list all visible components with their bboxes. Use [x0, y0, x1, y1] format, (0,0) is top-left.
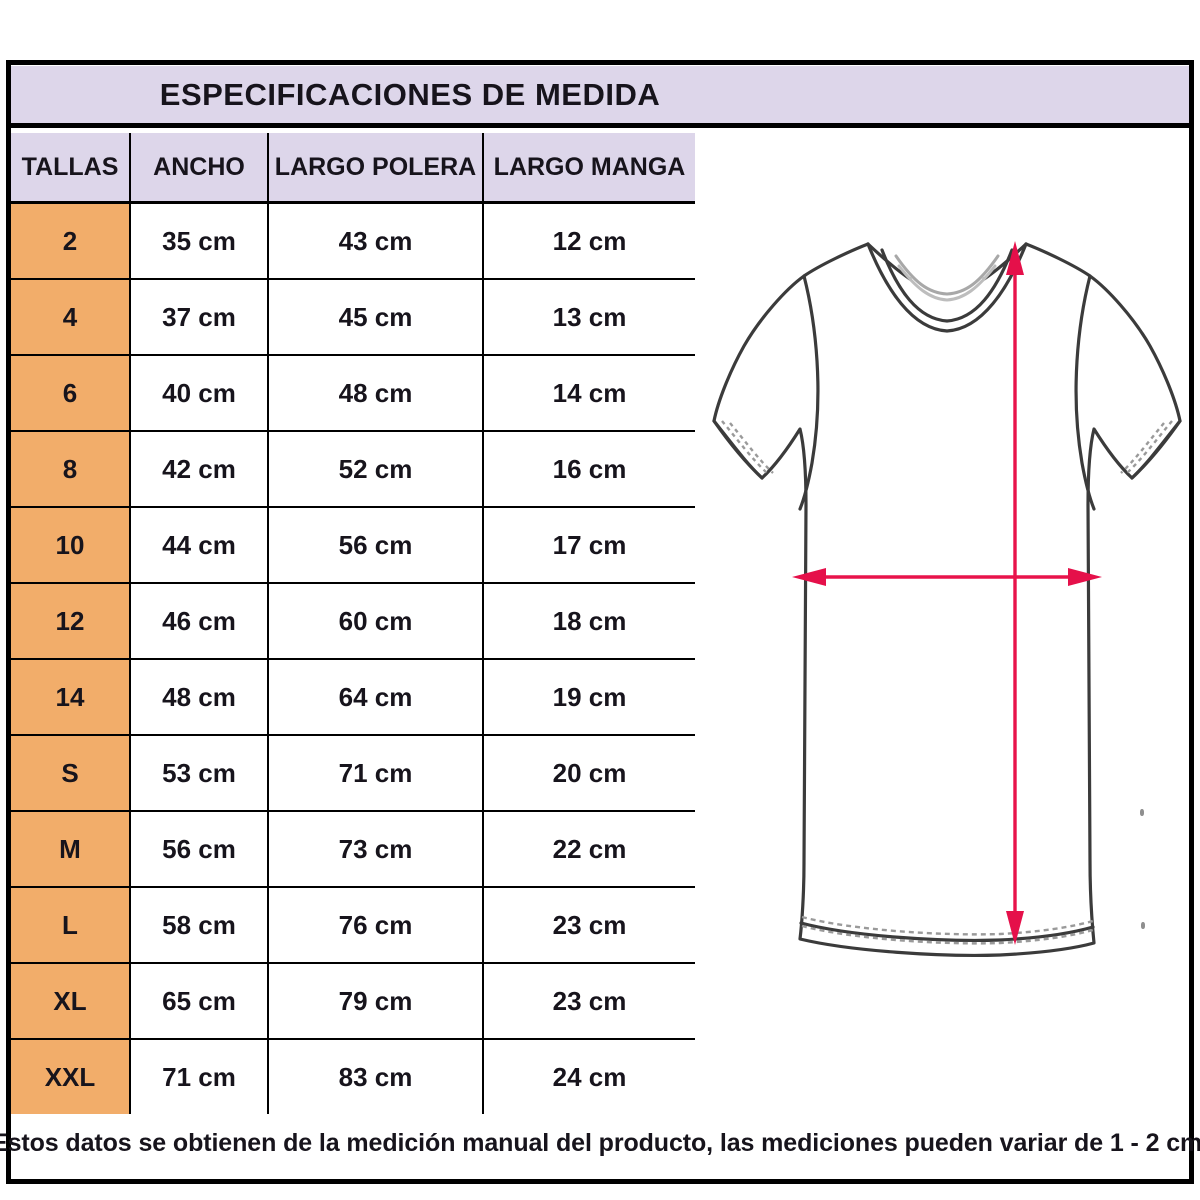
table-row: 14 48 cm 64 cm 19 cm	[11, 658, 695, 736]
cell-size: XL	[11, 962, 131, 1040]
artifact-speck	[1141, 922, 1145, 929]
cell-largo-polera: 45 cm	[267, 278, 484, 356]
cell-largo-manga: 12 cm	[482, 201, 695, 280]
table-row: 4 37 cm 45 cm 13 cm	[11, 278, 695, 356]
column-header-tallas: TALLAS	[11, 133, 131, 204]
table-row: XXL 71 cm 83 cm 24 cm	[11, 1038, 695, 1114]
cell-largo-polera: 83 cm	[267, 1038, 484, 1114]
tshirt-icon	[712, 241, 1182, 957]
cell-largo-polera: 56 cm	[267, 506, 484, 584]
cell-ancho: 53 cm	[129, 734, 269, 812]
cell-size: 6	[11, 354, 131, 432]
table-header-row: TALLAS ANCHO LARGO POLERA LARGO MANGA	[11, 133, 695, 204]
cell-largo-polera: 64 cm	[267, 658, 484, 736]
table-row: M 56 cm 73 cm 22 cm	[11, 810, 695, 888]
footer-note: Estos datos se obtienen de la medición m…	[0, 1108, 1200, 1178]
cell-largo-manga: 23 cm	[482, 886, 695, 964]
cell-largo-manga: 14 cm	[482, 354, 695, 432]
cell-size: 4	[11, 278, 131, 356]
cell-ancho: 37 cm	[129, 278, 269, 356]
cell-largo-polera: 52 cm	[267, 430, 484, 508]
cell-ancho: 58 cm	[129, 886, 269, 964]
artifact-speck	[1140, 809, 1144, 816]
cell-size: 8	[11, 430, 131, 508]
cell-largo-manga: 23 cm	[482, 962, 695, 1040]
column-header-ancho: ANCHO	[129, 133, 269, 204]
cell-largo-manga: 18 cm	[482, 582, 695, 660]
table-row: 6 40 cm 48 cm 14 cm	[11, 354, 695, 432]
cell-ancho: 56 cm	[129, 810, 269, 888]
cell-largo-polera: 76 cm	[267, 886, 484, 964]
size-table-wrapper: TALLAS ANCHO LARGO POLERA LARGO MANGA 2 …	[11, 133, 695, 1114]
tshirt-diagram-panel	[700, 133, 1189, 1103]
cell-largo-polera: 43 cm	[267, 201, 484, 280]
table-row: 8 42 cm 52 cm 16 cm	[11, 430, 695, 508]
table-row: XL 65 cm 79 cm 23 cm	[11, 962, 695, 1040]
cell-ancho: 44 cm	[129, 506, 269, 584]
cell-size: 14	[11, 658, 131, 736]
cell-ancho: 40 cm	[129, 354, 269, 432]
cell-largo-manga: 22 cm	[482, 810, 695, 888]
chart-title-bar: ESPECIFICACIONES DE MEDIDA	[11, 66, 1189, 128]
page-title: ESPECIFICACIONES DE MEDIDA	[159, 76, 661, 112]
cell-largo-manga: 16 cm	[482, 430, 695, 508]
size-table-body: 2 35 cm 43 cm 12 cm 4 37 cm 45 cm 13 cm …	[11, 201, 695, 1114]
cell-size: 2	[11, 201, 131, 280]
table-row: 10 44 cm 56 cm 17 cm	[11, 506, 695, 584]
column-header-largo-manga: LARGO MANGA	[482, 133, 695, 204]
table-row: L 58 cm 76 cm 23 cm	[11, 886, 695, 964]
cell-largo-polera: 48 cm	[267, 354, 484, 432]
cell-size: L	[11, 886, 131, 964]
cell-ancho: 48 cm	[129, 658, 269, 736]
cell-size: XXL	[11, 1038, 131, 1114]
chart-outer-frame	[6, 60, 1194, 1184]
cell-largo-polera: 73 cm	[267, 810, 484, 888]
table-row: 2 35 cm 43 cm 12 cm	[11, 201, 695, 280]
cell-largo-manga: 17 cm	[482, 506, 695, 584]
cell-ancho: 71 cm	[129, 1038, 269, 1114]
cell-largo-manga: 19 cm	[482, 658, 695, 736]
cell-largo-polera: 71 cm	[267, 734, 484, 812]
size-table-head: TALLAS ANCHO LARGO POLERA LARGO MANGA	[11, 133, 695, 204]
measurement-disclaimer: Estos datos se obtienen de la medición m…	[0, 1128, 1200, 1157]
cell-ancho: 42 cm	[129, 430, 269, 508]
ancho-width-arrow	[792, 568, 1102, 586]
table-row: 12 46 cm 60 cm 18 cm	[11, 582, 695, 660]
size-table: TALLAS ANCHO LARGO POLERA LARGO MANGA 2 …	[11, 133, 695, 1114]
cell-ancho: 46 cm	[129, 582, 269, 660]
largo-polera-length-arrow	[1006, 241, 1024, 945]
cell-largo-polera: 79 cm	[267, 962, 484, 1040]
cell-size: 10	[11, 506, 131, 584]
cell-size: 12	[11, 582, 131, 660]
cell-size: M	[11, 810, 131, 888]
cell-ancho: 35 cm	[129, 201, 269, 280]
cell-size: S	[11, 734, 131, 812]
table-row: S 53 cm 71 cm 20 cm	[11, 734, 695, 812]
cell-largo-manga: 20 cm	[482, 734, 695, 812]
cell-largo-manga: 13 cm	[482, 278, 695, 356]
cell-largo-polera: 60 cm	[267, 582, 484, 660]
column-header-largo-polera: LARGO POLERA	[267, 133, 484, 204]
cell-ancho: 65 cm	[129, 962, 269, 1040]
cell-largo-manga: 24 cm	[482, 1038, 695, 1114]
